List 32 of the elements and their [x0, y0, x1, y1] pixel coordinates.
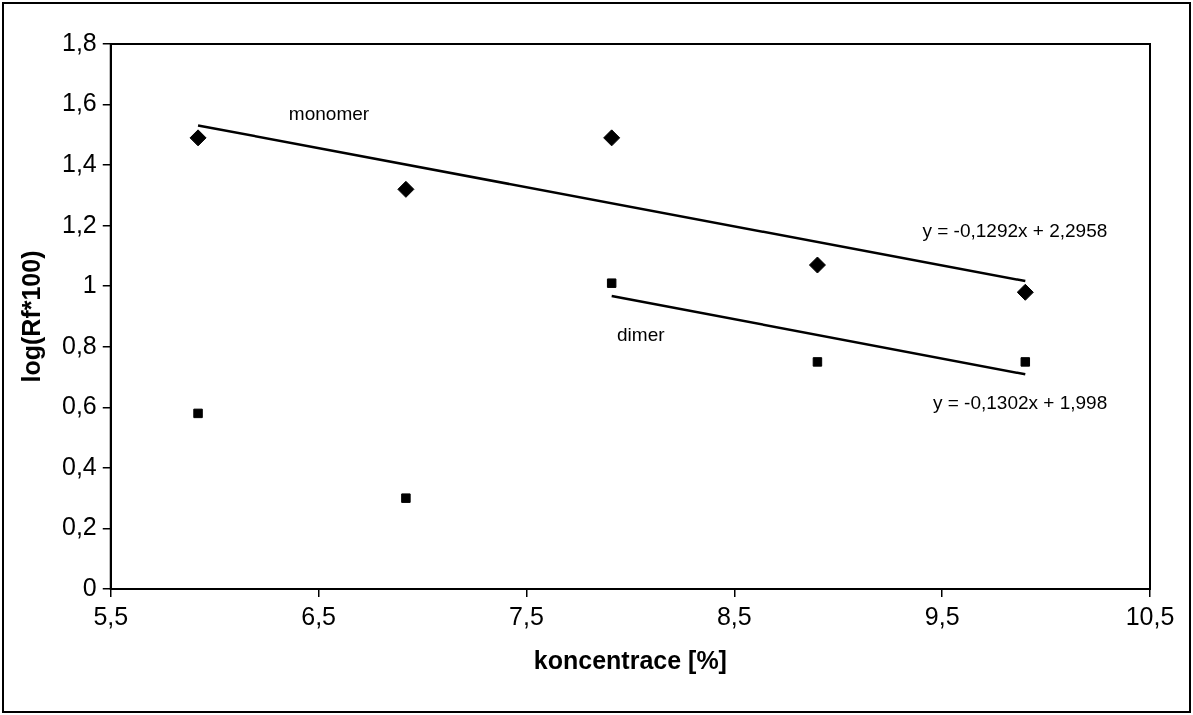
annotation: y = -0,1302x + 1,998 [932, 391, 1108, 413]
y-tick-label: 1,8 [61, 27, 97, 56]
y-tick-label: 1,2 [61, 209, 97, 238]
x-tick-label: 10,5 [1125, 601, 1175, 630]
point [603, 129, 621, 147]
x-tick-label: 9,5 [924, 601, 960, 630]
x-tick-label: 7,5 [509, 601, 544, 630]
point [193, 408, 203, 419]
point [808, 256, 826, 274]
y-tick-label: 0,8 [61, 330, 97, 359]
point [606, 278, 617, 288]
annotation: monomer [288, 103, 370, 125]
x-tick-label: 6,5 [301, 601, 336, 630]
point [189, 129, 207, 147]
annotation: dimer [617, 323, 666, 345]
y-tick-label: 0 [82, 572, 97, 601]
point [401, 493, 411, 503]
y-tick-label: 1,4 [61, 149, 97, 177]
point [397, 180, 415, 198]
x-tick-label: 8,5 [716, 601, 752, 630]
x-axis-title: koncentrace [%] [533, 645, 727, 674]
point [1016, 283, 1034, 301]
y-tick-label: 0,4 [61, 451, 97, 480]
x-tick-label: 5,5 [93, 601, 129, 630]
point [812, 357, 823, 367]
y-tick-label: 0,6 [61, 391, 97, 420]
y-tick-label: 0,2 [61, 512, 97, 541]
annotation: y = -0,1292x + 2,2958 [922, 220, 1108, 242]
y-tick-label: 1 [82, 270, 97, 299]
y-tick-label: 1,6 [61, 88, 97, 117]
point [1020, 357, 1031, 367]
y-axis-title: log(Rf*100) [16, 250, 45, 383]
